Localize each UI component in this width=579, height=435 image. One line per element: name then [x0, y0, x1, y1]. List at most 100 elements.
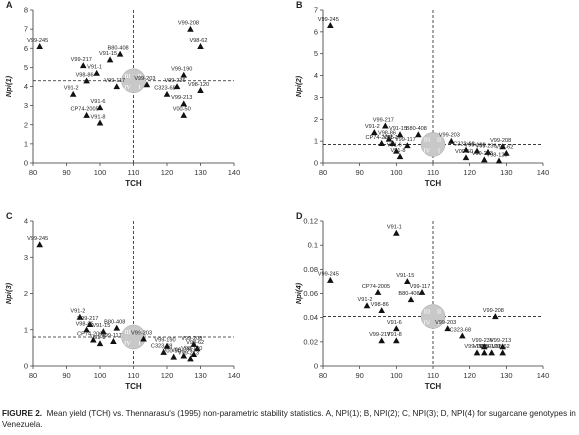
- data-point-triangle: [197, 87, 204, 93]
- panel-a: A 80 90 100 110 120 130 140 0 1 2 3 4 5 6 7 8 TCH Npi(1) II…: [4, 0, 240, 188]
- data-point-label: V99-217: [71, 57, 92, 63]
- data-point-label: C323-68: [154, 86, 175, 92]
- data-point-label: V91-8: [387, 332, 402, 338]
- data-point-triangle: [36, 43, 43, 49]
- data-point-triangle: [83, 77, 90, 84]
- data-point-triangle: [100, 328, 107, 335]
- data-point-triangle: [190, 351, 198, 358]
- data-point-label: V91-1: [383, 135, 398, 141]
- data-point-triangle: [503, 149, 510, 156]
- data-point-triangle: [180, 100, 188, 107]
- data-point-label: B80-408: [104, 319, 125, 325]
- data-point-triangle: [327, 276, 334, 283]
- quadrant-label: III: [124, 329, 131, 336]
- y-tick-label: 0.1: [308, 241, 318, 250]
- data-point-label: V99-117: [101, 333, 122, 339]
- data-point-triangle: [187, 355, 194, 362]
- data-point-label: V98-62: [189, 38, 207, 44]
- data-point-label: V99-203: [134, 76, 155, 82]
- data-point-triangle: [106, 56, 114, 63]
- y-tick-label: 4: [314, 71, 318, 80]
- data-point-triangle: [93, 69, 100, 76]
- data-point-label: B80-408: [406, 126, 427, 132]
- data-point-label: V99-236: [472, 338, 493, 344]
- data-point-triangle: [116, 50, 124, 57]
- y-tick-label: 0: [24, 159, 28, 168]
- data-point-triangle: [488, 349, 495, 356]
- data-point-triangle: [499, 343, 506, 350]
- data-point-label: V91-2: [70, 309, 85, 315]
- x-tick-label: 100: [390, 168, 403, 177]
- x-tick-label: 90: [355, 168, 363, 177]
- data-point-label: V98-86: [76, 321, 94, 327]
- data-point-label: V00-50: [473, 344, 491, 350]
- data-point-label: V91-8: [91, 114, 106, 120]
- y-tick-label: 4: [24, 217, 28, 226]
- data-point-label: V99-245: [27, 236, 48, 242]
- data-point-triangle: [484, 148, 492, 155]
- y-tick-label: 0: [314, 159, 318, 168]
- data-point-label: V99-208: [178, 21, 199, 27]
- data-point-label: V98-62: [186, 340, 204, 346]
- y-tick-label: 1: [314, 137, 318, 146]
- data-point-label: V99-190: [154, 338, 175, 344]
- quadrant-label: IV: [424, 319, 431, 326]
- y-tick-label: 0.02: [303, 337, 318, 346]
- y-tick-label: 0.12: [303, 217, 318, 226]
- data-point-label: V99-190: [171, 67, 192, 73]
- data-point-label: V99-217: [373, 117, 394, 123]
- data-point-label: V98-86: [378, 130, 396, 136]
- data-point-label: V99-117: [410, 284, 431, 290]
- data-point-triangle: [418, 288, 426, 295]
- data-point-triangle: [459, 332, 466, 339]
- x-tick-label: 80: [319, 371, 327, 380]
- data-point-triangle: [113, 83, 121, 90]
- data-point-label: V91-1: [387, 225, 402, 231]
- x-tick-label: 110: [128, 371, 140, 380]
- data-point-triangle: [462, 154, 470, 161]
- x-tick-label: 110: [128, 168, 140, 177]
- quadrant-label: IV: [124, 84, 131, 91]
- data-point-triangle: [187, 25, 194, 32]
- data-point-label: B80-408: [398, 291, 419, 297]
- quadrant-label: I: [138, 84, 140, 91]
- y-tick-label: 1: [24, 325, 28, 334]
- x-tick-label: 130: [500, 168, 513, 177]
- data-point-triangle: [180, 352, 188, 359]
- data-point-triangle: [180, 111, 188, 118]
- y-tick-label: 2: [24, 120, 28, 129]
- panel-letter: A: [6, 0, 13, 10]
- data-point-triangle: [170, 353, 177, 360]
- data-point-triangle: [499, 349, 506, 356]
- x-axis-label: TCH: [425, 179, 442, 188]
- y-tick-label: 7: [314, 6, 318, 15]
- x-tick-label: 130: [194, 168, 207, 177]
- data-point-label: CP74-2005: [77, 331, 105, 337]
- data-point-triangle: [197, 43, 204, 49]
- y-tick-label: 0.06: [303, 289, 318, 298]
- data-point-triangle: [393, 337, 400, 344]
- y-axis-label: Npi(2): [294, 75, 303, 97]
- panel-d: D 80 90 100 110 120 130 140 0 0.02 0.04 0.06 0.08 0.1…: [294, 211, 549, 391]
- data-point-label: C323-68: [450, 327, 471, 333]
- data-point-triangle: [499, 143, 506, 150]
- panel-letter: D: [296, 211, 303, 221]
- data-point-triangle: [76, 313, 84, 320]
- data-point-label: V99-236: [164, 78, 185, 84]
- data-point-triangle: [96, 340, 104, 347]
- y-tick-label: 0.04: [303, 313, 318, 322]
- data-point-triangle: [462, 146, 470, 153]
- y-tick-label: 5: [24, 63, 28, 72]
- x-tick-label: 140: [537, 371, 550, 380]
- data-point-label: V99-203: [131, 330, 152, 336]
- data-point-label: V98-120: [479, 344, 500, 350]
- data-point-label: V99-213: [472, 151, 493, 157]
- x-tick-label: 80: [29, 371, 37, 380]
- x-tick-label: 120: [161, 168, 174, 177]
- quadrant-label: I: [438, 147, 440, 154]
- panel-b: B80 90 100 110 120 130 14001234567TCHNpi(2)III…: [294, 0, 549, 188]
- data-point-triangle: [193, 345, 201, 352]
- data-point-label: V99-213: [490, 338, 511, 344]
- y-tick-label: 3: [314, 93, 318, 102]
- data-point-label: V91-2: [365, 124, 380, 130]
